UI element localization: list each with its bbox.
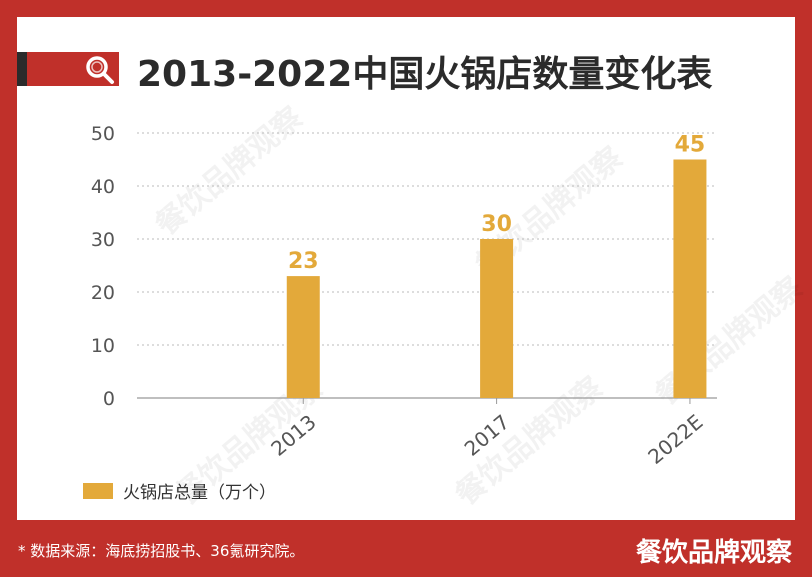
y-tick-label: 40 [91,176,115,198]
y-tick-label: 20 [91,282,115,304]
chart-card: 2013-2022中国火锅店数量变化表 餐饮品牌观察 餐饮品牌观察 餐饮品牌观察… [17,17,809,520]
title-accent-red [27,52,119,86]
y-tick-label: 0 [103,388,115,410]
bar [286,276,320,398]
search-icon [86,56,114,84]
y-tick-label: 50 [91,123,115,145]
legend-swatch [83,482,113,499]
bar-chart: 0 10 20 30 40 50 23 2013 30 2017 45 2022E [91,123,717,469]
data-label: 23 [288,249,319,274]
chart-title: 2013-2022中国火锅店数量变化表 [137,54,713,95]
brand-logo-text: 餐饮品牌观察 [635,538,792,568]
x-tick-label: 2013 [266,410,320,461]
title-accent-dark [17,52,27,86]
legend: 火锅店总量（万个） [83,478,276,503]
data-label: 45 [675,133,706,158]
y-tick-label: 10 [91,335,115,357]
source-note: * 数据来源：海底捞招股书、36氪研究院。 [18,542,305,560]
bar [480,239,514,398]
legend-label: 火锅店总量（万个） [123,483,276,503]
x-tick-label: 2017 [460,410,514,461]
data-label: 30 [481,212,512,237]
y-tick-label: 30 [91,229,115,251]
bar [673,159,707,398]
x-tick-label: 2022E [643,410,707,469]
